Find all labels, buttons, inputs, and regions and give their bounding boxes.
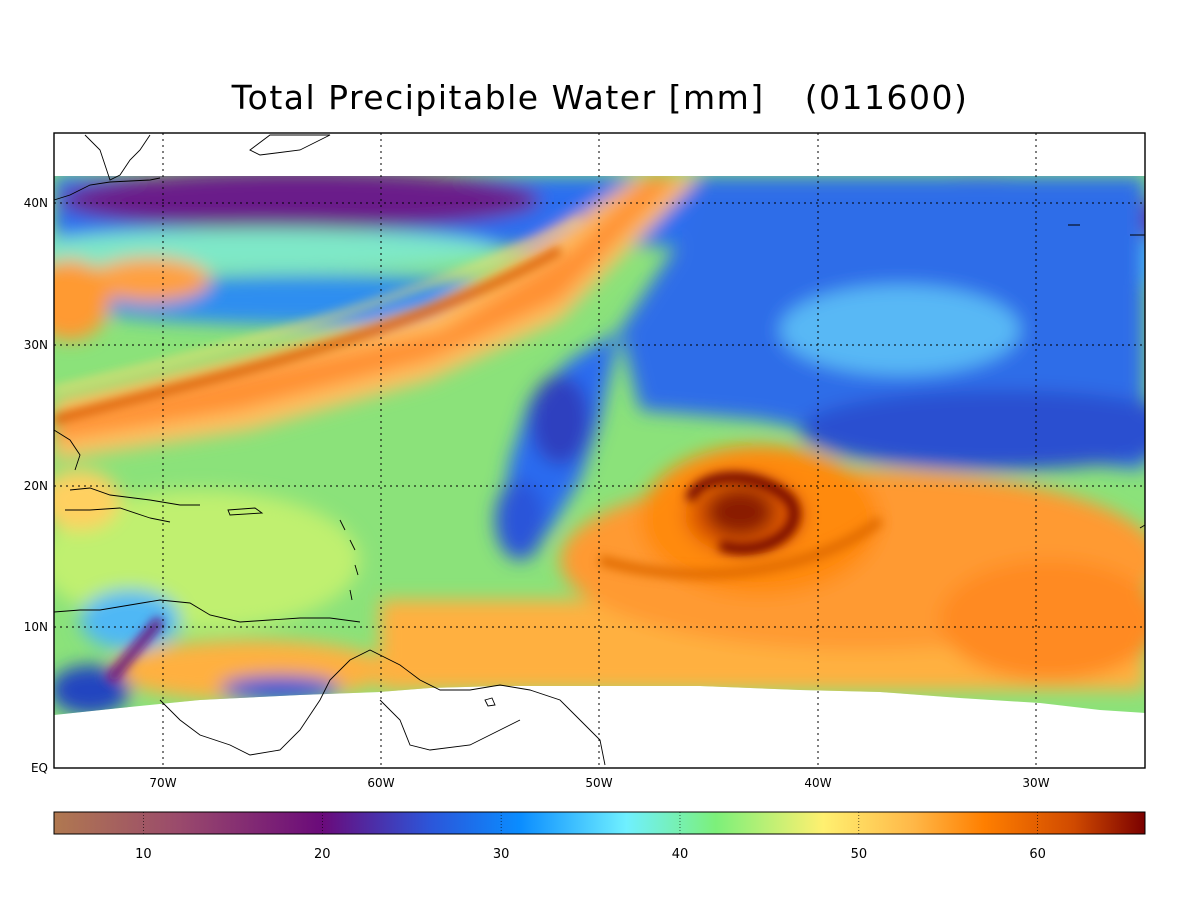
colorbar-tick-label: 50 bbox=[851, 847, 868, 862]
precipitable-water-field bbox=[54, 176, 1145, 715]
colorbar-tick-label: 60 bbox=[1029, 847, 1046, 862]
colorbar-tick-label: 10 bbox=[135, 847, 152, 862]
colorbar-ticks: 10 20 30 40 50 60 bbox=[135, 812, 1046, 862]
lat-tick-label: 10N bbox=[24, 620, 48, 634]
title-text: Total Precipitable Water [mm] bbox=[231, 78, 765, 117]
map-title: Total Precipitable Water [mm] (011600) bbox=[0, 78, 1200, 117]
gridlines bbox=[54, 133, 1145, 768]
colorbar-bar bbox=[53, 811, 1146, 835]
lon-tick-label: 60W bbox=[367, 776, 394, 790]
longitude-labels: 70W 60W 50W 40W 30W bbox=[149, 776, 1049, 790]
lon-tick-label: 70W bbox=[149, 776, 176, 790]
lat-tick-label: 30N bbox=[24, 338, 48, 352]
colorbar-tick-label: 40 bbox=[672, 847, 689, 862]
title-date-code: (011600) bbox=[804, 78, 969, 117]
lat-tick-label: 40N bbox=[24, 196, 48, 210]
lat-tick-label: 20N bbox=[24, 479, 48, 493]
colorbar-tick-label: 20 bbox=[314, 847, 331, 862]
colorbar-tick-label: 30 bbox=[493, 847, 510, 862]
lon-tick-label: 40W bbox=[804, 776, 831, 790]
lon-tick-label: 50W bbox=[585, 776, 612, 790]
lon-tick-label: 30W bbox=[1022, 776, 1049, 790]
coastlines bbox=[53, 134, 1146, 766]
colorbar: 10 20 30 40 50 60 bbox=[53, 811, 1146, 862]
lat-tick-label: EQ bbox=[31, 761, 48, 775]
latitude-labels: 40N 30N 20N 10N EQ bbox=[24, 196, 48, 775]
